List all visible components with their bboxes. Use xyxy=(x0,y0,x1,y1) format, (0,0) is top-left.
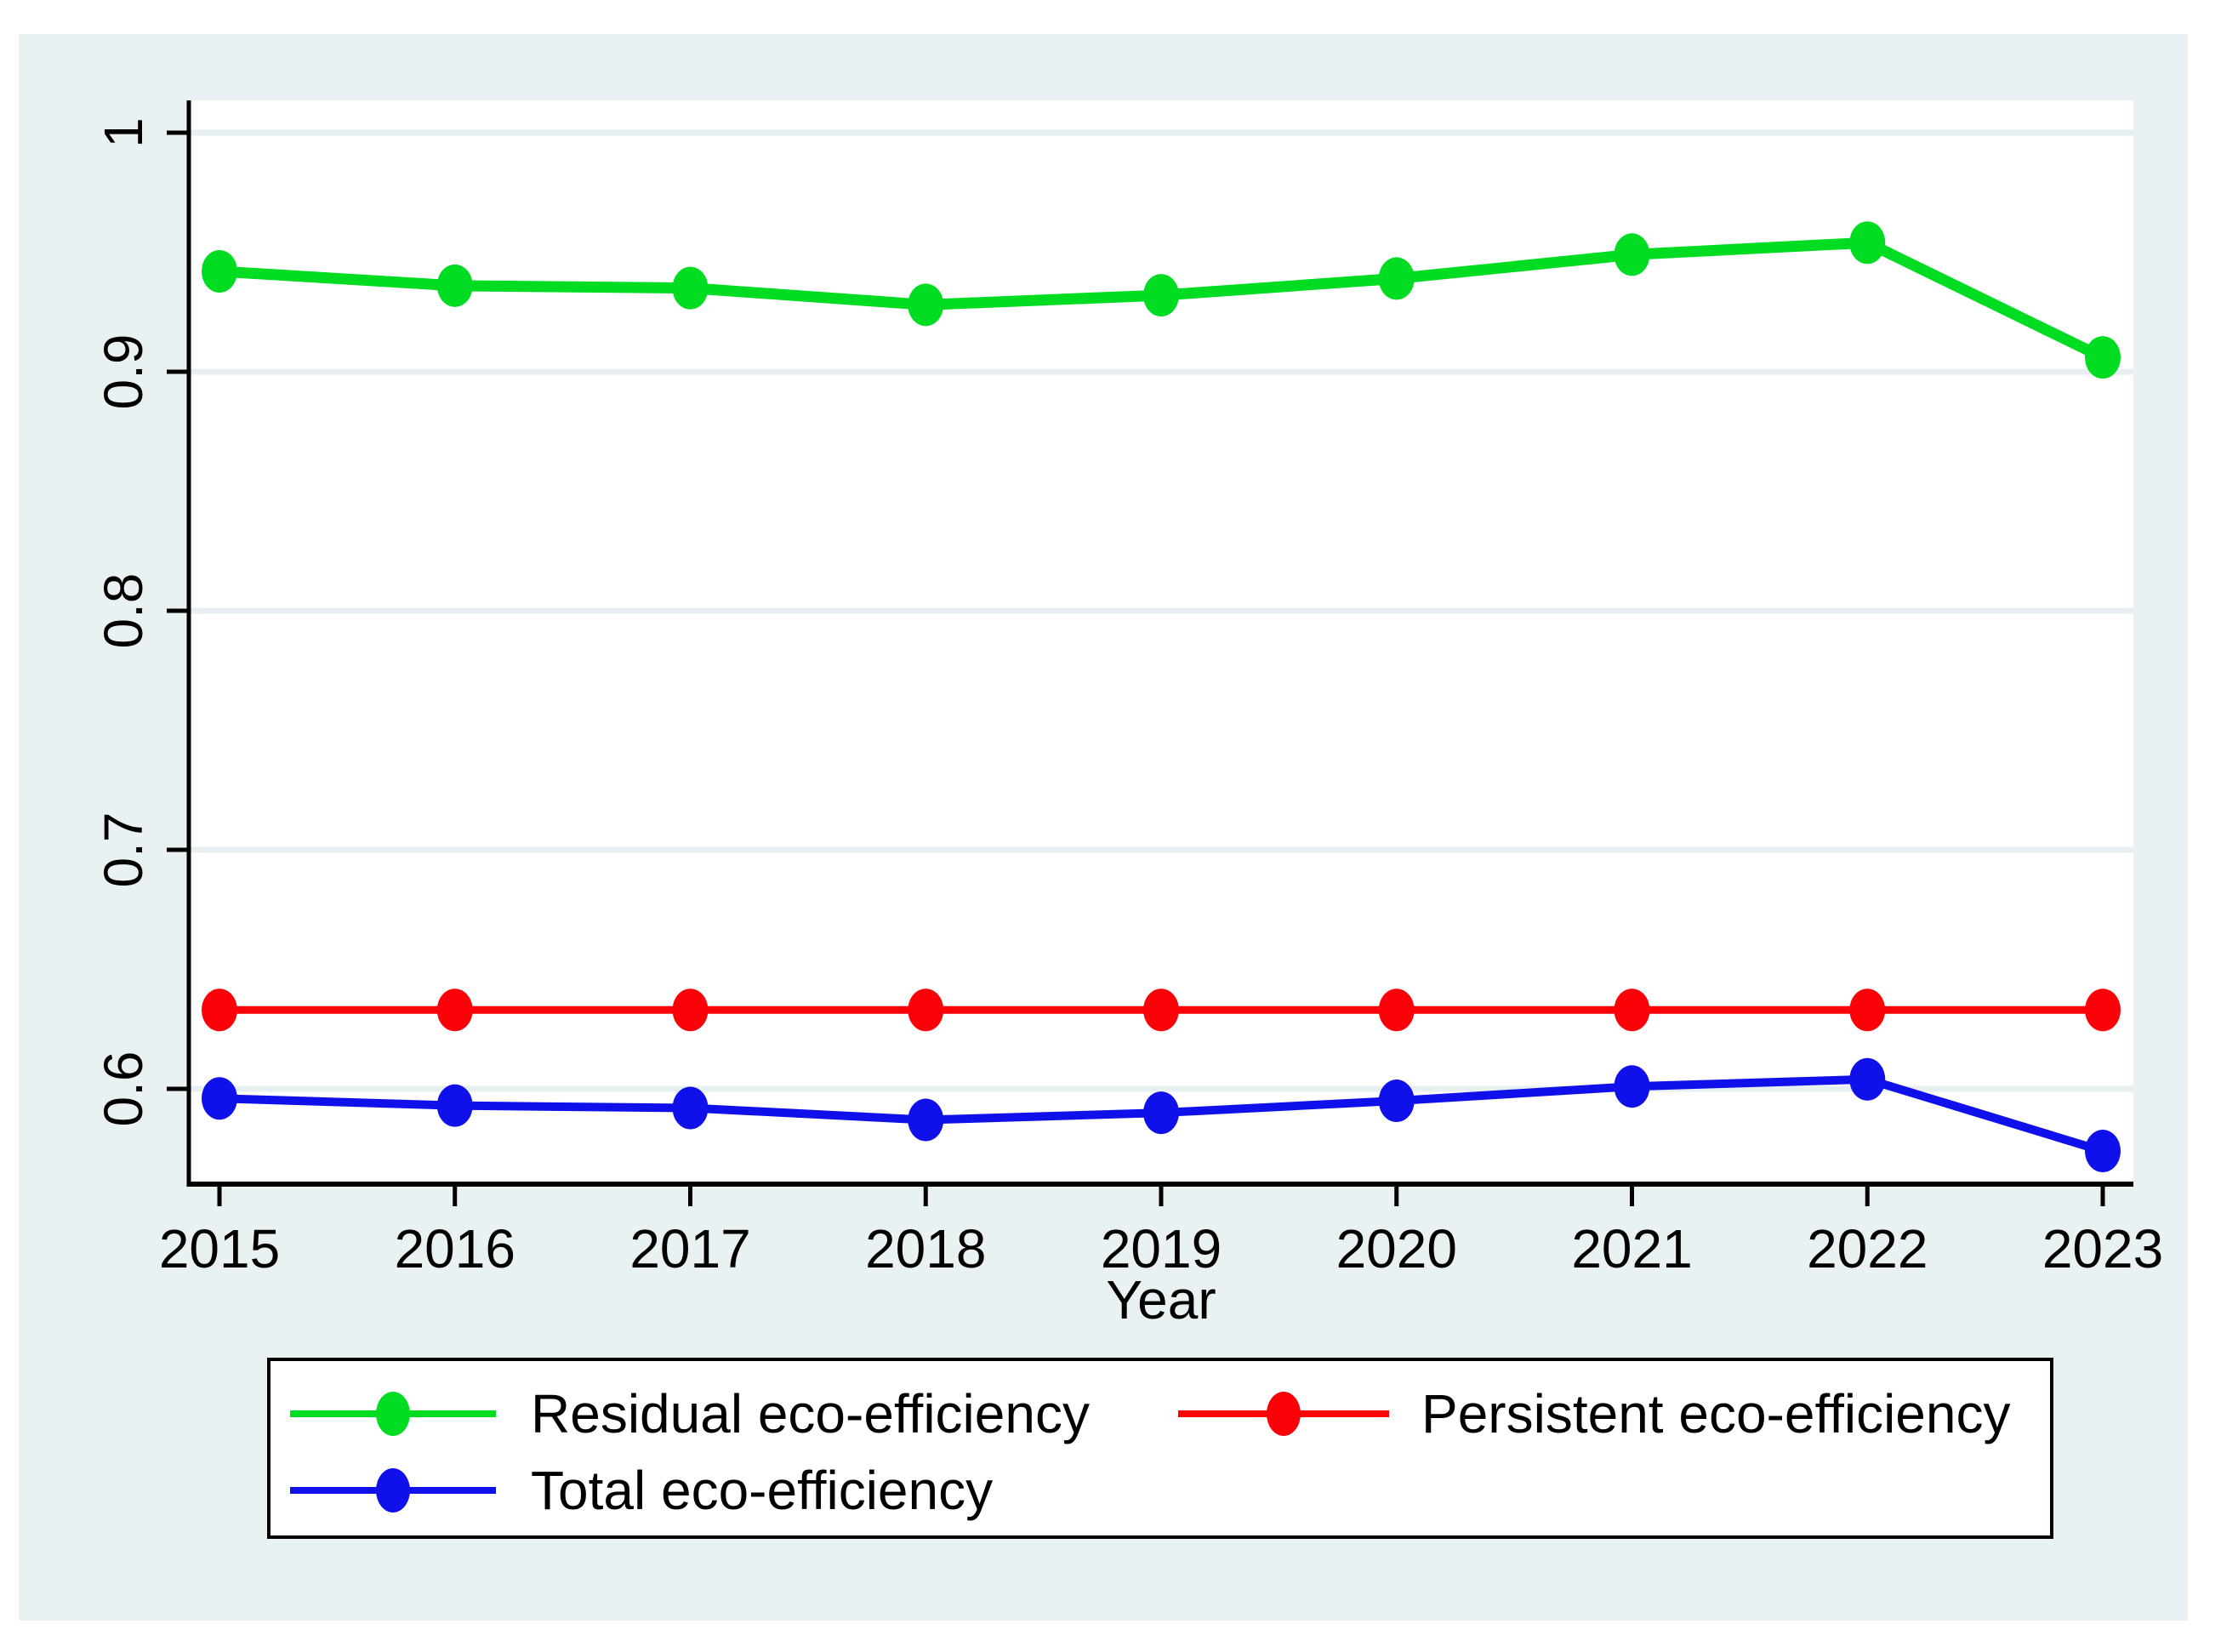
persistent-eco-efficiency-marker-2023 xyxy=(2085,988,2121,1032)
series-persistent-eco-efficiency xyxy=(202,988,2121,1032)
total-eco-efficiency-marker-2018 xyxy=(908,1098,944,1142)
x-tick-label-2021: 2021 xyxy=(1571,1218,1692,1279)
x-tick-label-2017: 2017 xyxy=(629,1218,750,1279)
persistent-eco-efficiency-marker-2020 xyxy=(1378,988,1415,1032)
residual-eco-efficiency-marker-2023 xyxy=(2085,336,2121,379)
legend-label-residual-eco-efficiency: Residual eco-efficiency xyxy=(531,1383,1090,1444)
persistent-eco-efficiency-marker-2018 xyxy=(908,988,944,1032)
residual-eco-efficiency-legend-marker-icon xyxy=(376,1392,410,1436)
x-tick-label-2020: 2020 xyxy=(1336,1218,1457,1279)
x-tick-label-2016: 2016 xyxy=(395,1218,515,1279)
legend-label-total-eco-efficiency: Total eco-efficiency xyxy=(531,1460,993,1521)
residual-eco-efficiency-marker-2020 xyxy=(1378,257,1415,300)
y-axis-tick-labels: 1 0.9 0.8 0.7 0.6 xyxy=(93,117,154,1126)
residual-eco-efficiency-marker-2021 xyxy=(1614,233,1650,276)
total-eco-efficiency-marker-2019 xyxy=(1143,1091,1179,1135)
residual-eco-efficiency-marker-2018 xyxy=(908,283,944,327)
persistent-eco-efficiency-marker-2015 xyxy=(202,988,237,1032)
y-tick-label-1: 1 xyxy=(93,117,154,148)
x-axis-tick-labels: 2015 2016 2017 2018 2019 2020 2021 2022 2023 xyxy=(159,1218,2163,1279)
x-tick-label-2019: 2019 xyxy=(1101,1218,1222,1279)
axes xyxy=(167,100,2133,1206)
total-eco-efficiency-marker-2022 xyxy=(1849,1057,1886,1101)
legend-label-persistent-eco-efficiency: Persistent eco-efficiency xyxy=(1421,1383,2010,1444)
residual-eco-efficiency-marker-2019 xyxy=(1143,274,1179,317)
persistent-eco-efficiency-marker-2021 xyxy=(1614,988,1650,1032)
residual-eco-efficiency-marker-2022 xyxy=(1849,221,1886,265)
residual-eco-efficiency-marker-2017 xyxy=(672,266,709,310)
residual-eco-efficiency-marker-2016 xyxy=(436,264,473,307)
x-tick-label-2018: 2018 xyxy=(865,1218,986,1279)
legend-item-total-eco-efficiency: Total eco-efficiency xyxy=(290,1460,993,1521)
data-series xyxy=(202,221,2121,1173)
total-eco-efficiency-marker-2021 xyxy=(1614,1065,1650,1108)
x-axis-title: Year xyxy=(1106,1269,1216,1330)
total-eco-efficiency-marker-2017 xyxy=(672,1086,709,1130)
persistent-eco-efficiency-marker-2016 xyxy=(436,988,473,1032)
residual-eco-efficiency-marker-2015 xyxy=(202,249,237,293)
legend-item-persistent-eco-efficiency: Persistent eco-efficiency xyxy=(1178,1383,2010,1444)
y-tick-label-0.8: 0.8 xyxy=(93,573,154,649)
legend-items: Residual eco-efficiency Persistent eco-ef… xyxy=(290,1383,2010,1521)
persistent-eco-efficiency-marker-2019 xyxy=(1143,988,1179,1032)
persistent-eco-efficiency-legend-marker-icon xyxy=(1267,1392,1301,1436)
total-eco-efficiency-marker-2020 xyxy=(1378,1079,1415,1123)
legend-item-residual-eco-efficiency: Residual eco-efficiency xyxy=(290,1383,1090,1444)
y-tick-label-0.9: 0.9 xyxy=(93,334,154,410)
series-residual-eco-efficiency xyxy=(202,221,2121,379)
y-tick-label-0.6: 0.6 xyxy=(93,1051,154,1127)
persistent-eco-efficiency-marker-2017 xyxy=(672,988,709,1032)
legend-box xyxy=(267,1358,2053,1539)
x-tick-label-2022: 2022 xyxy=(1807,1218,1928,1279)
x-tick-label-2023: 2023 xyxy=(2042,1218,2163,1279)
persistent-eco-efficiency-marker-2022 xyxy=(1849,988,1886,1032)
total-eco-efficiency-legend-marker-icon xyxy=(376,1468,410,1512)
y-tick-label-0.7: 0.7 xyxy=(93,812,154,888)
gridlines xyxy=(189,129,2133,1092)
total-eco-efficiency-marker-2015 xyxy=(202,1077,237,1120)
total-eco-efficiency-marker-2023 xyxy=(2085,1130,2121,1173)
total-eco-efficiency-marker-2016 xyxy=(436,1084,473,1127)
series-total-eco-efficiency xyxy=(202,1057,2121,1173)
x-tick-label-2015: 2015 xyxy=(159,1218,280,1279)
